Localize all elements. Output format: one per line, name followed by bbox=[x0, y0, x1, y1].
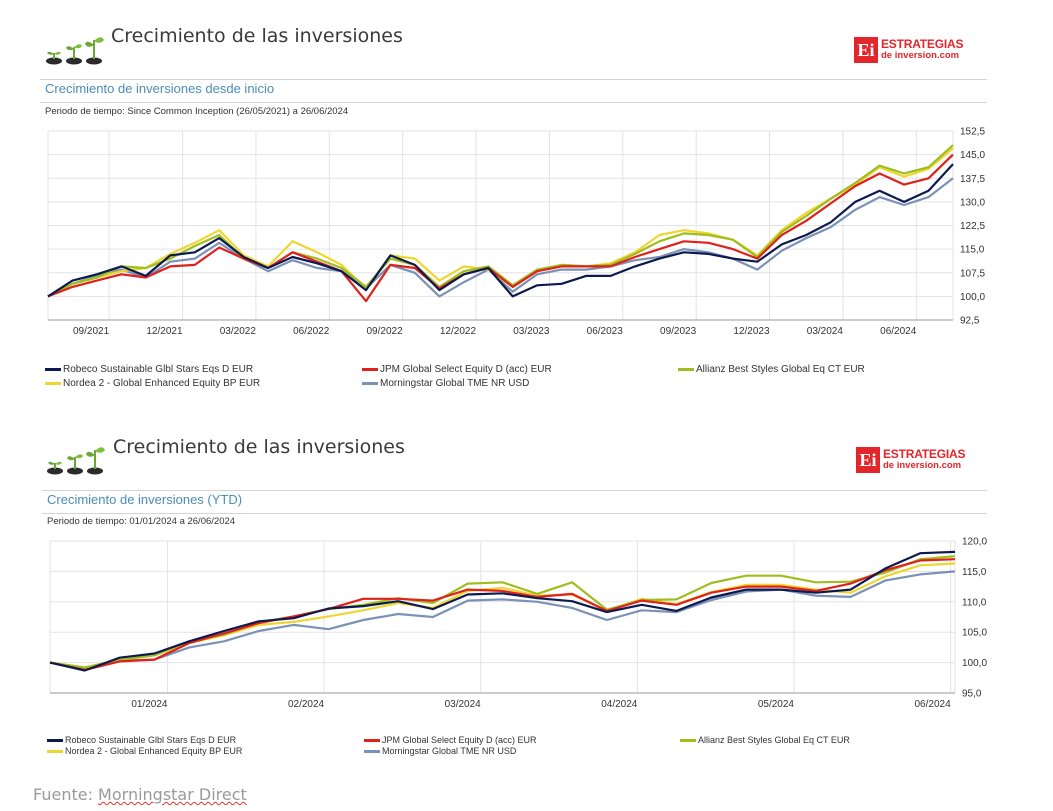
x-tick-label: 03/2024 bbox=[445, 699, 482, 710]
legend-swatch bbox=[680, 738, 696, 742]
logo-text-top: ESTRATEGIAS bbox=[883, 447, 966, 461]
legend-item-jpm: JPM Global Select Equity D (acc) EUR bbox=[364, 735, 537, 745]
legend-item-allianz: Allianz Best Styles Global Eq CT EUR bbox=[680, 735, 850, 745]
period-text: Periodo de tiempo: 01/01/2024 a 26/06/20… bbox=[47, 516, 236, 527]
legend-swatch bbox=[364, 738, 380, 742]
legend-label: Robeco Sustainable Glbl Stars Eqs D EUR bbox=[63, 364, 254, 375]
y-tick-label: 152,5 bbox=[960, 127, 985, 138]
x-tick-label: 02/2024 bbox=[288, 699, 325, 710]
series-line-allianz bbox=[49, 555, 956, 669]
y-tick-label: 137,5 bbox=[960, 174, 985, 185]
x-tick-label: 06/2022 bbox=[293, 326, 330, 337]
legend-label: Allianz Best Styles Global Eq CT EUR bbox=[696, 364, 865, 375]
x-tick-label: 12/2023 bbox=[733, 326, 770, 337]
legend-item-nordea: Nordea 2 - Global Enhanced Equity BP EUR bbox=[47, 746, 242, 756]
series-line-robeco bbox=[49, 550, 956, 672]
y-tick-label: 115,0 bbox=[962, 567, 987, 578]
legend-item-allianz: Allianz Best Styles Global Eq CT EUR bbox=[678, 364, 865, 375]
divider bbox=[42, 490, 987, 491]
y-tick-label: 100,0 bbox=[962, 658, 987, 669]
legend-label: JPM Global Select Equity D (acc) EUR bbox=[380, 364, 552, 375]
source-name: Morningstar Direct bbox=[98, 785, 247, 804]
series-line-nordea bbox=[47, 147, 954, 298]
y-tick-label: 95,0 bbox=[962, 689, 982, 700]
series-line-allianz bbox=[47, 144, 954, 298]
legend-label: Nordea 2 - Global Enhanced Equity BP EUR bbox=[63, 378, 261, 389]
legend-swatch bbox=[364, 749, 380, 753]
y-tick-label: 92,5 bbox=[960, 316, 980, 327]
legend-swatch bbox=[678, 368, 694, 371]
x-tick-label: 03/2023 bbox=[513, 326, 550, 337]
panel-title: Crecimiento de las inversiones bbox=[113, 436, 405, 458]
sprouts-icon bbox=[47, 447, 105, 475]
x-tick-label: 12/2022 bbox=[440, 326, 477, 337]
y-tick-label: 100,0 bbox=[960, 292, 985, 303]
y-tick-label: 122,5 bbox=[960, 221, 985, 232]
legend-item-jpm: JPM Global Select Equity D (acc) EUR bbox=[362, 364, 552, 375]
y-tick-label: 120,0 bbox=[962, 537, 987, 548]
legend-label: Morningstar Global TME NR USD bbox=[380, 378, 530, 389]
x-tick-label: 06/2024 bbox=[914, 699, 951, 710]
y-tick-label: 110,0 bbox=[962, 597, 987, 608]
divider bbox=[42, 513, 987, 514]
chart-subtitle: Crecimiento de inversiones (YTD) bbox=[47, 492, 243, 507]
x-tick-label: 03/2022 bbox=[220, 326, 257, 337]
x-tick-label: 03/2024 bbox=[807, 326, 844, 337]
series-line-jpm bbox=[49, 558, 956, 671]
legend-label: Nordea 2 - Global Enhanced Equity BP EUR bbox=[65, 746, 243, 756]
y-tick-label: 107,5 bbox=[960, 268, 985, 279]
y-tick-label: 105,0 bbox=[962, 628, 987, 639]
sprouts-icon bbox=[46, 37, 104, 65]
source-note: Fuente: Morningstar Direct bbox=[33, 785, 247, 804]
legend-label: Robeco Sustainable Glbl Stars Eqs D EUR bbox=[65, 735, 237, 745]
logo-text-bottom: de inversion.com bbox=[883, 460, 962, 471]
source-prefix: Fuente: bbox=[33, 785, 99, 804]
x-tick-label: 06/2024 bbox=[880, 326, 917, 337]
logo-text-bottom: de inversion.com bbox=[881, 50, 960, 61]
growth-chart-ytd: 120,0 115,0 110,0 105,0 100,0 95,0 01/2024 02/2… bbox=[49, 537, 987, 710]
legend-item-robeco: Robeco Sustainable Glbl Stars Eqs D EUR bbox=[47, 735, 236, 745]
x-tick-label: 06/2023 bbox=[587, 326, 624, 337]
series-line-robeco bbox=[47, 163, 954, 298]
legend-label: JPM Global Select Equity D (acc) EUR bbox=[382, 735, 537, 745]
y-tick-label: 145,0 bbox=[960, 150, 985, 161]
series-line-jpm bbox=[47, 153, 954, 303]
x-tick-label: 01/2024 bbox=[131, 699, 168, 710]
y-tick-label: 115,0 bbox=[960, 245, 985, 256]
y-tick-label: 130,0 bbox=[960, 197, 985, 208]
legend-item-morningstar: Morningstar Global TME NR USD bbox=[364, 746, 516, 756]
legend-label: Morningstar Global TME NR USD bbox=[382, 746, 517, 756]
chart-subtitle: Crecimiento de inversiones desde inicio bbox=[45, 81, 275, 96]
legend-swatch bbox=[362, 382, 378, 385]
divider bbox=[40, 102, 987, 103]
x-tick-label: 09/2022 bbox=[367, 326, 404, 337]
legend-swatch bbox=[47, 749, 63, 753]
x-tick-label: 05/2024 bbox=[758, 699, 795, 710]
series-line-nordea bbox=[49, 562, 956, 669]
x-tick-label: 09/2021 bbox=[73, 326, 110, 337]
logo-mark: Ei bbox=[856, 447, 880, 473]
brand-logo: Ei ESTRATEGIAS de inversion.com bbox=[856, 447, 965, 473]
logo-text-top: ESTRATEGIAS bbox=[881, 37, 964, 51]
x-tick-label: 12/2021 bbox=[146, 326, 183, 337]
legend-label: Allianz Best Styles Global Eq CT EUR bbox=[698, 735, 850, 745]
brand-logo: Ei ESTRATEGIAS de inversion.com bbox=[854, 37, 963, 63]
growth-chart-inception: 152,5 145,0 137,5 130,0 122,5 115,0 107,5 100,0… bbox=[47, 127, 985, 337]
legend-swatch bbox=[45, 382, 61, 385]
divider bbox=[40, 79, 987, 80]
legend-swatch bbox=[45, 368, 61, 371]
legend-item-morningstar: Morningstar Global TME NR USD bbox=[362, 378, 529, 389]
legend-item-robeco: Robeco Sustainable Glbl Stars Eqs D EUR bbox=[45, 364, 253, 375]
legend-swatch bbox=[362, 368, 378, 371]
period-text: Periodo de tiempo: Since Common Inceptio… bbox=[45, 106, 349, 117]
x-tick-label: 04/2024 bbox=[601, 699, 638, 710]
legend-item-nordea: Nordea 2 - Global Enhanced Equity BP EUR bbox=[45, 378, 260, 389]
logo-mark: Ei bbox=[854, 37, 878, 63]
panel-title: Crecimiento de las inversiones bbox=[111, 25, 403, 47]
x-tick-label: 09/2023 bbox=[660, 326, 697, 337]
legend-swatch bbox=[47, 738, 63, 742]
series-line-morningstar bbox=[49, 570, 956, 671]
